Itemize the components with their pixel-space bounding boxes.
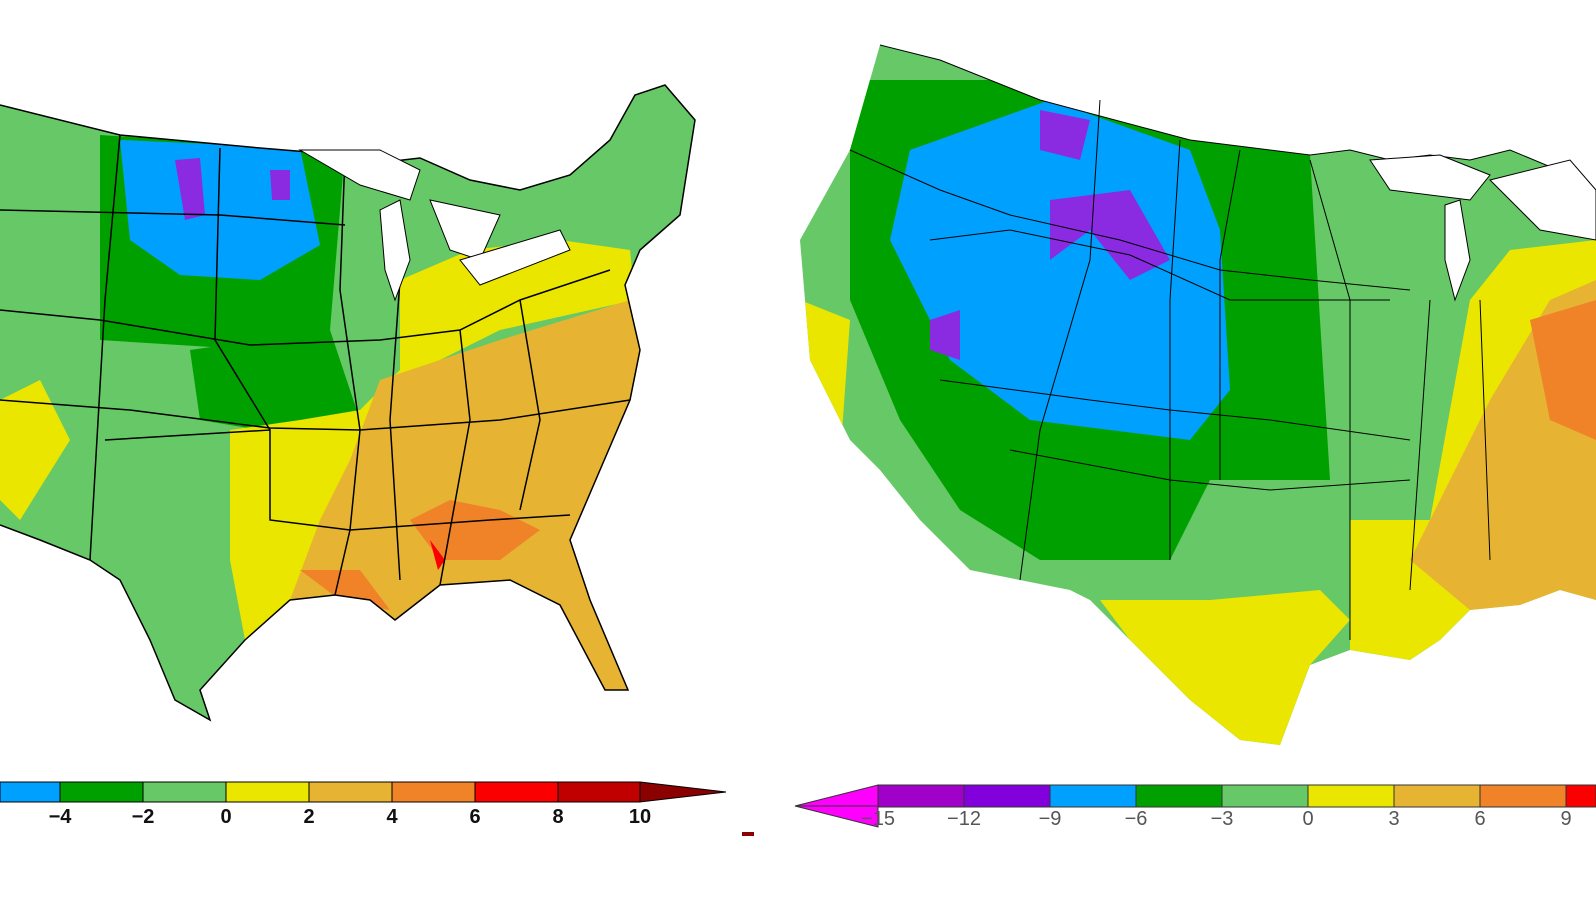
right-colorbar-tick: −6 [1124,808,1148,830]
left-map-panel: −4 −2 0 2 4 6 8 10 [0,0,780,898]
right-colorbar-tick: −9 [1038,808,1062,830]
right-colorbar-tick: −12 [947,808,981,830]
left-colorbar-tick: −2 [131,806,155,828]
right-colorbar-tick: 9 [1560,808,1572,830]
left-colorbar-tick: 0 [220,806,232,828]
right-colorbar-tick: 6 [1474,808,1486,830]
left-colorbar-tick: 10 [628,806,652,828]
right-colorbar-tick: 0 [1302,808,1314,830]
left-us-map [0,84,754,836]
right-map-fill [800,45,1596,745]
right-us-map [794,44,1596,828]
left-great-lakes [298,149,571,302]
left-state-borders [0,84,696,722]
left-colorbar-tick: −4 [48,806,72,828]
right-colorbar-tick: 3 [1388,808,1400,830]
left-colorbar-tick: 8 [552,806,564,828]
right-state-borders [849,44,1596,640]
right-great-lakes [1369,154,1596,302]
left-colorbar [0,781,754,836]
left-colorbar-tick: 4 [386,806,398,828]
right-colorbar-tick: −3 [1210,808,1234,830]
left-map-fill [0,85,695,720]
left-colorbar-tick: 6 [469,806,481,828]
right-colorbar-tick: −15 [861,808,895,830]
right-map-panel: −15 −12 −9 −6 −3 0 3 6 9 [790,0,1596,898]
left-colorbar-tick: 2 [303,806,315,828]
right-colorbar [794,784,1596,828]
